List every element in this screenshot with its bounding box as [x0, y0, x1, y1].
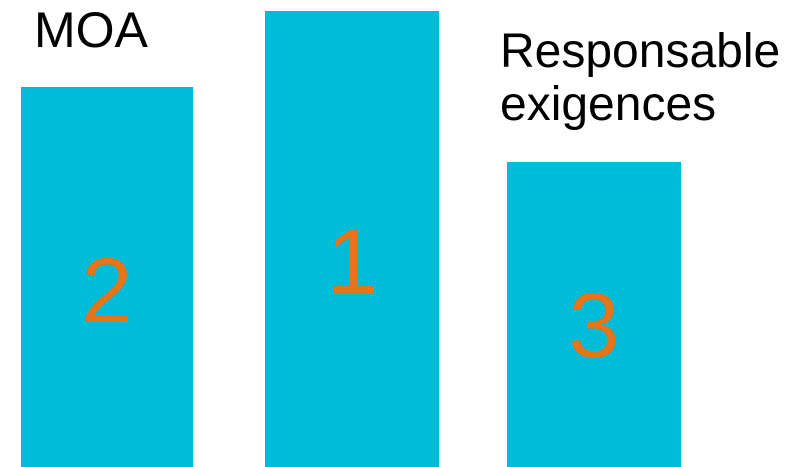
responsable-exigences-line-1: Responsable [500, 25, 781, 78]
responsable-exigences-label: Responsable exigences [500, 25, 781, 132]
moa-label: MOA [34, 2, 148, 58]
rank-number-2: 2 [81, 240, 133, 342]
podium-first-place: 1 [265, 11, 439, 467]
podium-second-place: 2 [21, 87, 193, 467]
podium-third-place: 3 [507, 162, 681, 467]
rank-number-3: 3 [568, 275, 620, 377]
responsable-exigences-line-2: exigences [500, 77, 717, 131]
rank-number-1: 1 [326, 211, 378, 313]
